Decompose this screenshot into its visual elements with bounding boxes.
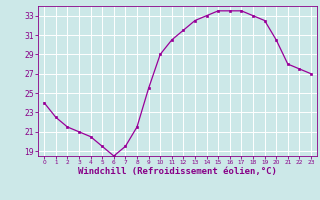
X-axis label: Windchill (Refroidissement éolien,°C): Windchill (Refroidissement éolien,°C) <box>78 167 277 176</box>
